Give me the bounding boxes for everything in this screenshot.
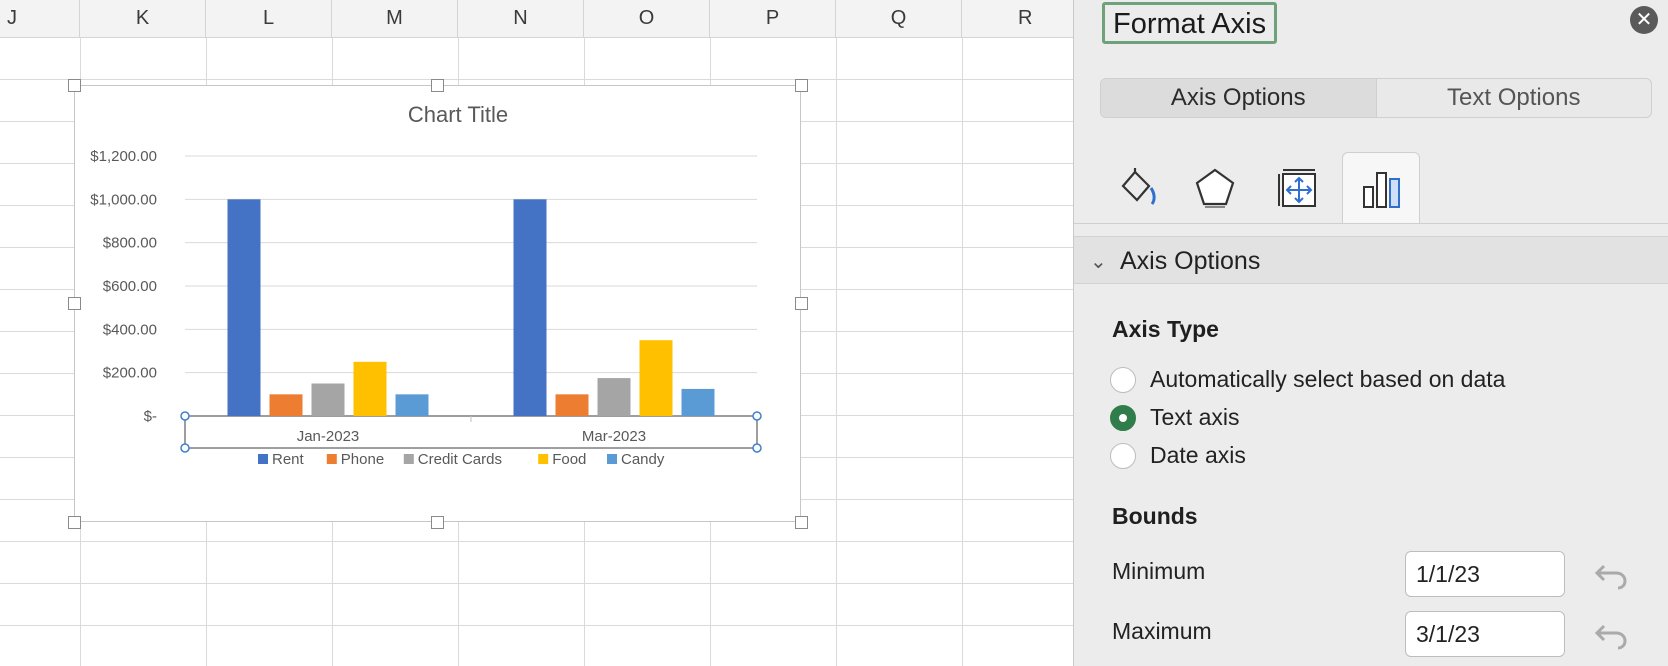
effects-icon [1195,168,1235,208]
grid-line [0,583,1073,584]
x-tick-label: Jan-2023 [297,428,360,445]
x-tick-label: Mar-2023 [582,428,646,445]
resize-handle-right[interactable] [795,297,808,310]
axis-options-section-header[interactable]: ⌄ Axis Options [1074,236,1668,284]
legend-entry: Credit Cards [418,451,502,468]
spreadsheet-grid[interactable]: J K L M N O P Q R Chart Title $- $200.00 $4… [0,0,1073,666]
resize-handle-bottom-right[interactable] [795,516,808,529]
legend-entry: Food [552,451,586,468]
column-header-r[interactable]: R [962,0,1073,38]
resize-handle-top[interactable] [431,79,444,92]
grid-line [0,541,1073,542]
legend-swatch [538,454,549,464]
effects-tab[interactable] [1176,152,1254,224]
resize-handle-bottom[interactable] [431,516,444,529]
chart-plot[interactable]: Chart Title $- $200.00 $400.00 $600.00 $800.0… [75,86,802,523]
grid-line [0,79,1073,80]
maximum-input[interactable] [1405,611,1565,657]
chevron-down-icon: ⌄ [1090,251,1107,273]
resize-handle-top-right[interactable] [795,79,808,92]
maximum-label: Maximum [1112,618,1212,644]
column-header-l[interactable]: L [206,0,332,38]
legend-entry: Phone [341,451,384,468]
column-header-j[interactable]: J [0,0,80,38]
format-axis-panel: Format Axis ✕ Axis Options Text Options [1073,0,1668,666]
size-properties-tab[interactable] [1260,152,1338,224]
grid-line [836,38,837,666]
resize-handle-bottom-left[interactable] [68,516,81,529]
y-tick-label: $1,200.00 [90,148,157,165]
bar-credit-cards [311,383,345,416]
column-header-q[interactable]: Q [836,0,962,38]
resize-handle-top-left[interactable] [68,79,81,92]
column-header-k[interactable]: K [80,0,206,38]
radio-text-axis[interactable]: Text axis [1110,403,1410,433]
grid-line [0,625,1073,626]
radio-button[interactable] [1110,367,1136,393]
bar-food [639,340,673,416]
bar-candy [681,388,715,416]
size-properties-icon [1278,169,1316,207]
tab-axis-options[interactable]: Axis Options [1101,79,1377,117]
radio-date-axis[interactable]: Date axis [1110,441,1410,471]
bar-rent [513,199,547,416]
fill-line-icon [1121,168,1156,205]
grid-line [962,38,963,666]
radio-label: Text axis [1150,404,1240,430]
axis-options-icon [1363,172,1400,208]
reset-maximum-icon[interactable] [1594,620,1628,650]
column-header-row: J K L M N O P Q R [0,0,1073,38]
axis-options-tab[interactable] [1342,152,1420,224]
reset-minimum-icon[interactable] [1594,560,1628,590]
tab-text-options[interactable]: Text Options [1447,84,1581,111]
options-tab-switch: Axis Options Text Options [1100,78,1652,118]
radio-auto-select[interactable]: Automatically select based on data [1110,365,1610,395]
axis-selection-handle [180,411,190,421]
bar-credit-cards [597,378,631,416]
axis-type-heading: Axis Type [1112,316,1219,342]
resize-handle-left[interactable] [68,297,81,310]
bar-food [353,361,387,416]
legend-swatch [326,454,337,464]
legend-entry: Rent [272,451,305,468]
axis-selection-handle [752,411,762,421]
column-header-o[interactable]: O [584,0,710,38]
axis-selection-handle [752,443,762,453]
chart-object[interactable]: Chart Title $- $200.00 $400.00 $600.00 $800.0… [74,85,801,522]
radio-button[interactable] [1110,405,1136,431]
radio-label: Automatically select based on data [1150,366,1506,392]
legend-entry: Candy [621,451,665,468]
bar-phone [269,394,303,416]
bounds-heading: Bounds [1112,503,1198,529]
column-header-p[interactable]: P [710,0,836,38]
radio-button[interactable] [1110,443,1136,469]
chart-title: Chart Title [408,102,508,127]
fill-line-tab[interactable] [1098,152,1176,224]
tab-divider [1074,223,1668,224]
radio-label: Date axis [1150,442,1246,468]
bar-phone [555,394,589,416]
legend-swatch [403,454,414,464]
y-tick-label: $600.00 [103,278,157,295]
legend-swatch [258,454,268,464]
panel-title: Format Axis [1102,2,1278,44]
y-tick-label: $- [144,408,157,425]
minimum-label: Minimum [1112,558,1206,584]
y-tick-label: $400.00 [103,321,157,338]
bar-candy [395,394,429,416]
minimum-input[interactable] [1405,551,1565,597]
axis-selection-handle [180,443,190,453]
column-header-n[interactable]: N [458,0,584,38]
bar-rent [227,199,261,416]
column-header-m[interactable]: M [332,0,458,38]
y-tick-label: $200.00 [103,365,157,382]
y-tick-label: $800.00 [103,235,157,252]
close-icon[interactable]: ✕ [1630,6,1658,34]
section-title: Axis Options [1120,247,1261,275]
legend-swatch [607,454,617,464]
y-tick-label: $1,000.00 [90,191,157,208]
